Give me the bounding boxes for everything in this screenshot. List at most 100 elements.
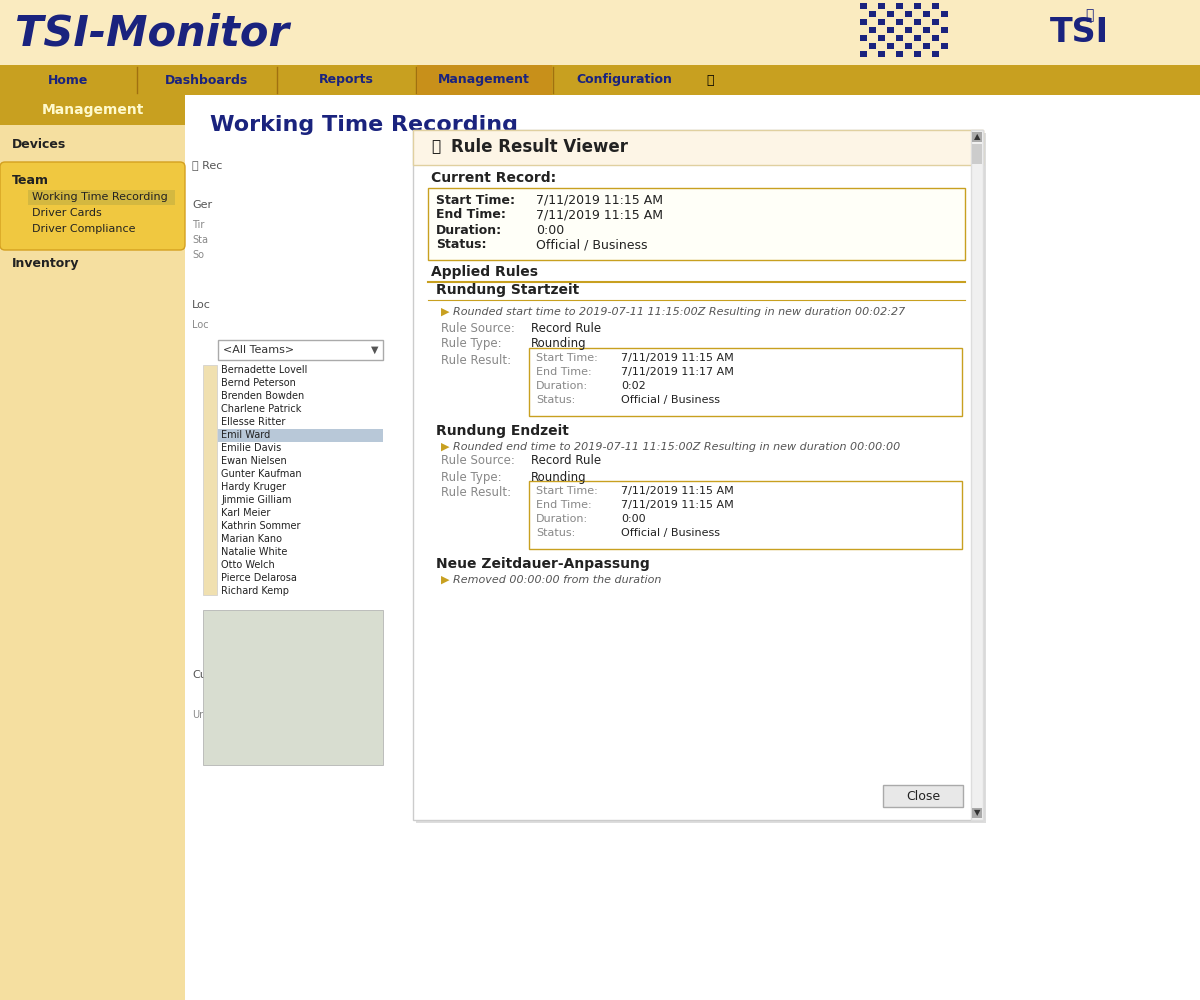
Text: Brenden Bowden: Brenden Bowden — [221, 391, 305, 401]
Bar — [869, 11, 876, 17]
Bar — [0, 95, 185, 125]
Text: Official / Business: Official / Business — [622, 528, 720, 538]
Bar — [941, 43, 948, 49]
Text: Emilie Davis: Emilie Davis — [221, 443, 281, 453]
Text: Rule Type:: Rule Type: — [442, 338, 502, 351]
Bar — [218, 429, 383, 442]
Bar — [905, 11, 912, 17]
Text: TSI: TSI — [1050, 16, 1109, 49]
Bar — [887, 27, 894, 33]
Text: Dashboards: Dashboards — [166, 74, 248, 87]
Bar — [878, 35, 886, 41]
Text: Neue Zeitdauer-Anpassung: Neue Zeitdauer-Anpassung — [436, 557, 649, 571]
Bar — [887, 11, 894, 17]
Bar — [869, 27, 876, 33]
Bar — [905, 43, 912, 49]
Text: ▶: ▶ — [442, 575, 450, 585]
Text: Status:: Status: — [536, 395, 575, 405]
Text: Bernadette Lovell: Bernadette Lovell — [221, 365, 307, 375]
Bar — [218, 546, 383, 559]
Text: Configuration: Configuration — [576, 74, 672, 87]
Bar — [218, 481, 383, 494]
Bar — [972, 144, 982, 164]
Text: End Time:: End Time: — [536, 367, 592, 377]
Text: Cus: Cus — [192, 670, 212, 680]
Bar — [413, 130, 983, 165]
Text: Natalie White: Natalie White — [221, 547, 287, 557]
Text: Duration:: Duration: — [436, 224, 502, 236]
Text: Hardy Kruger: Hardy Kruger — [221, 482, 286, 492]
Text: ▶: ▶ — [442, 307, 450, 317]
Bar — [971, 130, 983, 820]
Text: Removed 00:00:00 from the duration: Removed 00:00:00 from the duration — [454, 575, 661, 585]
Bar — [529, 348, 962, 416]
Text: 7/11/2019 11:15 AM: 7/11/2019 11:15 AM — [536, 209, 662, 222]
Bar — [896, 3, 904, 9]
Bar — [185, 95, 1200, 1000]
Bar — [923, 43, 930, 49]
Bar — [941, 27, 948, 33]
Bar — [941, 11, 948, 17]
Bar — [185, 95, 1200, 1000]
Bar — [869, 43, 876, 49]
Text: End Time:: End Time: — [436, 209, 506, 222]
Text: Bernd Peterson: Bernd Peterson — [221, 378, 296, 388]
Text: Rundung Startzeit: Rundung Startzeit — [436, 283, 580, 297]
Text: Rounding: Rounding — [530, 471, 587, 484]
Text: ▼: ▼ — [371, 345, 378, 355]
Bar — [896, 51, 904, 57]
Bar — [860, 3, 866, 9]
Text: Driver Compliance: Driver Compliance — [32, 224, 136, 234]
Bar — [932, 19, 940, 25]
Text: 🔒: 🔒 — [707, 74, 714, 87]
Text: Rounded start time to 2019-07-11 11:15:00Z Resulting in new duration 00:02:27: Rounded start time to 2019-07-11 11:15:0… — [454, 307, 905, 317]
Text: Loc: Loc — [192, 320, 209, 330]
Bar — [972, 132, 982, 142]
Bar — [914, 19, 922, 25]
Text: Duration:: Duration: — [536, 381, 588, 391]
Text: Rule Result:: Rule Result: — [442, 354, 511, 366]
Bar — [28, 190, 175, 205]
Bar — [860, 19, 866, 25]
Text: Kathrin Sommer: Kathrin Sommer — [221, 521, 300, 531]
Text: Home: Home — [48, 74, 88, 87]
Bar — [878, 51, 886, 57]
Bar — [203, 365, 217, 595]
Text: Start Time:: Start Time: — [536, 353, 598, 363]
Bar — [428, 188, 965, 260]
Bar — [218, 455, 383, 468]
Bar — [878, 3, 886, 9]
Text: Charlene Patrick: Charlene Patrick — [221, 404, 301, 414]
Bar — [218, 377, 383, 390]
Text: Karl Meier: Karl Meier — [221, 508, 270, 518]
Text: ⤢: ⤢ — [1085, 8, 1093, 22]
Text: Pierce Delarosa: Pierce Delarosa — [221, 573, 296, 583]
Text: Marian Kano: Marian Kano — [221, 534, 282, 544]
Text: Management: Management — [438, 74, 530, 87]
Text: 0:00: 0:00 — [536, 224, 564, 236]
Bar — [860, 51, 866, 57]
Text: Inventory: Inventory — [12, 256, 79, 269]
Text: Record Rule: Record Rule — [530, 454, 601, 468]
Bar — [218, 572, 383, 585]
Bar — [0, 0, 1200, 65]
Bar — [883, 785, 964, 807]
Bar — [923, 27, 930, 33]
Bar — [0, 65, 1200, 95]
Text: TSI-Monitor: TSI-Monitor — [14, 12, 289, 54]
Bar — [218, 507, 383, 520]
Text: Rounding: Rounding — [530, 338, 587, 351]
Bar — [914, 35, 922, 41]
Text: Official / Business: Official / Business — [622, 395, 720, 405]
Bar — [932, 51, 940, 57]
Text: Status:: Status: — [436, 238, 486, 251]
Text: Start Time:: Start Time: — [536, 486, 598, 496]
Text: 7/11/2019 11:15 AM: 7/11/2019 11:15 AM — [622, 353, 733, 363]
Text: Record Rule: Record Rule — [530, 322, 601, 334]
Text: Jimmie Gilliam: Jimmie Gilliam — [221, 495, 292, 505]
Bar — [203, 610, 383, 765]
Text: Rule Source:: Rule Source: — [442, 454, 515, 468]
Text: Duration:: Duration: — [536, 514, 588, 524]
Text: Loc: Loc — [192, 300, 211, 310]
Text: So: So — [192, 250, 204, 260]
